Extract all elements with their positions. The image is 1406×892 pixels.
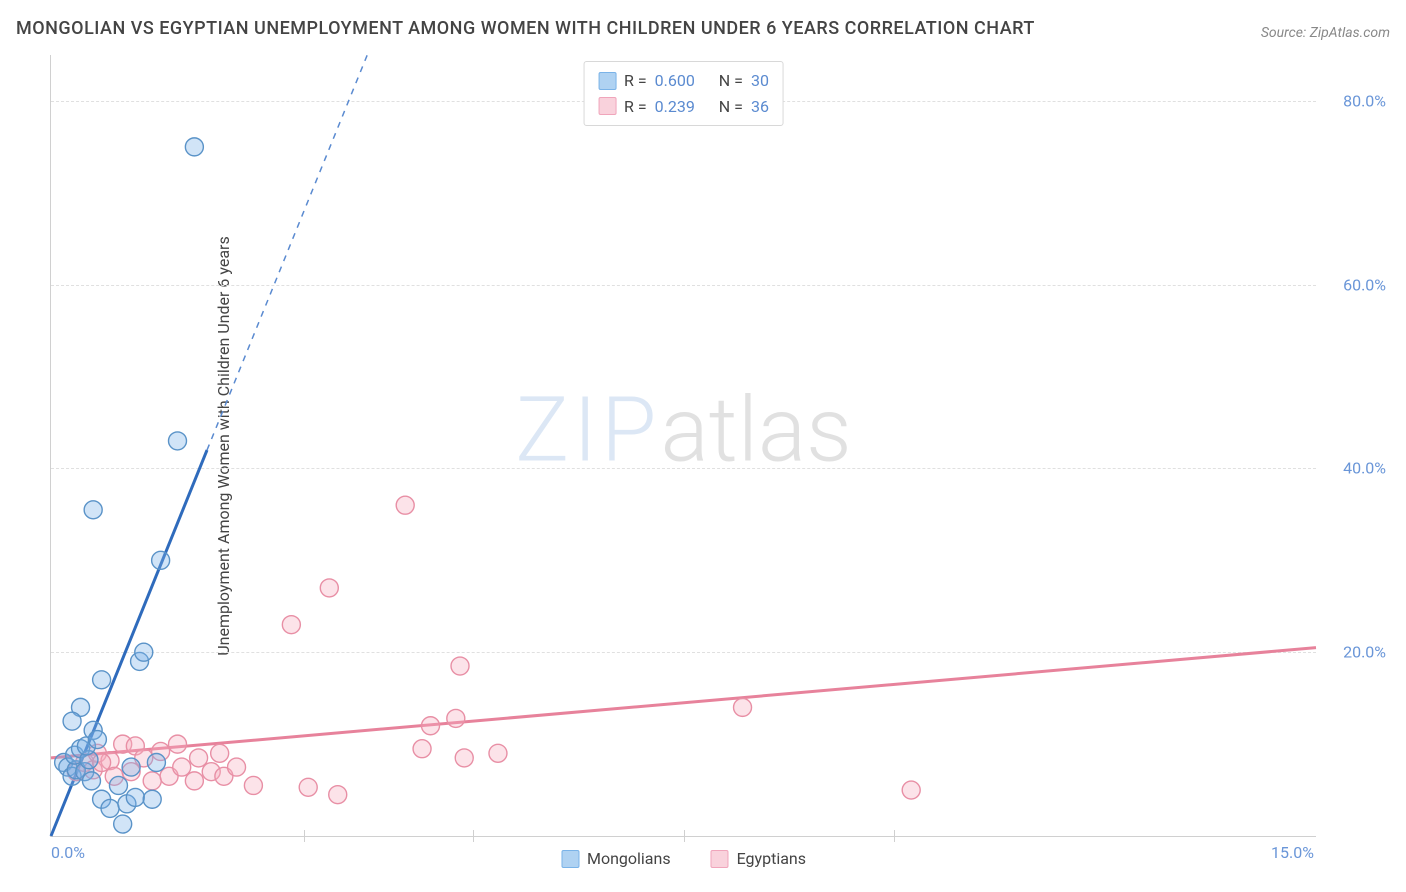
data-point: [299, 778, 317, 796]
data-point: [413, 740, 431, 758]
legend-swatch-egyptians: [711, 850, 729, 868]
y-tick-label: 20.0%: [1343, 643, 1386, 662]
data-point: [82, 772, 100, 790]
data-point: [902, 781, 920, 799]
legend-label-mongolians: Mongolians: [587, 849, 671, 868]
legend-n-label: N =: [719, 68, 743, 94]
legend-item-mongolians: Mongolians: [561, 849, 671, 868]
data-point: [126, 788, 144, 806]
legend-r-label: R =: [624, 68, 647, 94]
data-point: [84, 501, 102, 519]
data-point: [447, 709, 465, 727]
data-point: [114, 815, 132, 833]
data-point: [185, 138, 203, 156]
data-point: [451, 657, 469, 675]
legend-r-value-egyptians: 0.239: [655, 94, 695, 120]
legend-swatch-egyptians: [598, 97, 616, 115]
x-tick-mark: [684, 830, 685, 842]
data-point: [211, 744, 229, 762]
data-point: [135, 643, 153, 661]
y-tick-label: 80.0%: [1343, 91, 1386, 110]
data-point: [185, 772, 203, 790]
data-point: [88, 731, 106, 749]
data-point: [152, 551, 170, 569]
x-tick-mark: [894, 830, 895, 842]
data-point: [169, 432, 187, 450]
data-point: [143, 772, 161, 790]
legend-row-egyptians: R = 0.239 N = 36: [598, 94, 769, 120]
x-tick-label: 0.0%: [51, 843, 85, 862]
data-point: [93, 671, 111, 689]
data-point: [109, 776, 127, 794]
x-tick-mark: [473, 830, 474, 842]
legend-n-label: N =: [719, 94, 743, 120]
data-point: [190, 749, 208, 767]
data-point: [320, 579, 338, 597]
data-point: [169, 735, 187, 753]
trend-line-egyptians: [51, 648, 1316, 758]
data-point: [63, 712, 81, 730]
y-tick-label: 60.0%: [1343, 275, 1386, 294]
data-point: [173, 758, 191, 776]
data-point: [489, 744, 507, 762]
data-point: [228, 758, 246, 776]
data-point: [282, 616, 300, 634]
legend-label-egyptians: Egyptians: [737, 849, 806, 868]
data-point: [147, 753, 165, 771]
legend-item-egyptians: Egyptians: [711, 849, 806, 868]
data-point: [101, 799, 119, 817]
chart-title: MONGOLIAN VS EGYPTIAN UNEMPLOYMENT AMONG…: [16, 18, 1035, 39]
x-tick-label: 15.0%: [1271, 843, 1314, 862]
data-point: [734, 698, 752, 716]
data-point: [122, 758, 140, 776]
correlation-legend: R = 0.600 N = 30 R = 0.239 N = 36: [583, 61, 784, 126]
legend-r-value-mongolians: 0.600: [655, 68, 695, 94]
data-point: [422, 717, 440, 735]
legend-swatch-mongolians: [561, 850, 579, 868]
legend-swatch-mongolians: [598, 72, 616, 90]
data-point: [143, 790, 161, 808]
chart-svg: [51, 55, 1316, 836]
legend-n-value-egyptians: 36: [751, 94, 769, 120]
x-tick-mark: [304, 830, 305, 842]
legend-row-mongolians: R = 0.600 N = 30: [598, 68, 769, 94]
source-label: Source: ZipAtlas.com: [1261, 25, 1390, 41]
y-tick-label: 40.0%: [1343, 459, 1386, 478]
legend-n-value-mongolians: 30: [751, 68, 769, 94]
legend-r-label: R =: [624, 94, 647, 120]
plot-area: ZIPatlas R = 0.600 N = 30 R = 0.239 N = …: [50, 55, 1316, 837]
data-point: [329, 786, 347, 804]
data-point: [455, 749, 473, 767]
data-point: [244, 776, 262, 794]
trend-line-mongolians-dashed: [207, 55, 367, 450]
series-legend: Mongolians Egyptians: [561, 849, 806, 868]
data-point: [396, 496, 414, 514]
